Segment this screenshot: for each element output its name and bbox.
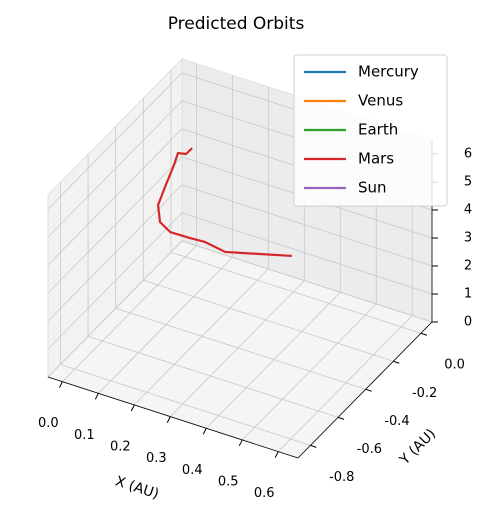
legend-label: Sun [358,179,387,197]
z-tick-label: 2 [464,259,472,274]
y-tick [420,332,428,336]
y-axis-label: Y (AU) [396,426,439,469]
x-tick [274,451,279,458]
y-tick [365,388,372,392]
x-tick [94,393,99,400]
y-tick [310,444,317,448]
legend-label: Earth [358,121,398,139]
grid-line [47,156,433,294]
grid-line [47,240,433,378]
x-tick [238,439,243,447]
z-tick-label: 6 [464,147,472,162]
y-tick-label: -0.8 [329,470,354,485]
y-tick-label: -0.6 [357,442,382,457]
x-tick [58,381,63,388]
orbit-line [156,147,293,258]
x-tick [166,416,171,423]
x-tick [130,404,135,412]
grid-line [47,212,433,350]
z-tick-label: 0 [464,315,472,330]
x-tick-label: 0.6 [254,486,275,501]
z-tick-label: 5 [464,175,472,190]
y-tick-label: -0.2 [412,386,437,401]
grid-line [47,184,433,322]
y-tick-label: -0.4 [384,414,409,429]
y-axis [297,321,433,459]
x-axis-label: X (AU) [113,473,161,502]
x-tick-label: 0.3 [146,451,167,466]
x-tick-label: 0.1 [74,428,95,443]
legend-box [293,54,448,207]
x-tick-label: 0.4 [182,463,203,478]
z-tick-label: 1 [464,287,472,302]
legend-label: Mars [358,150,394,168]
x-tick-label: 0.5 [218,474,239,489]
y-tick [393,360,400,364]
z-tick-label: 4 [464,203,472,218]
x-axis [47,376,299,459]
y-tick [337,416,345,420]
x-tick [202,428,207,435]
legend-label: Venus [358,92,403,110]
legend-label: Mercury [358,63,419,81]
z-tick-label: 3 [464,231,472,246]
y-tick-label: 0.0 [444,358,465,373]
x-tick-label: 0.2 [110,439,131,454]
chart-title: Predicted Orbits [168,14,305,34]
x-tick-label: 0.0 [38,416,59,431]
